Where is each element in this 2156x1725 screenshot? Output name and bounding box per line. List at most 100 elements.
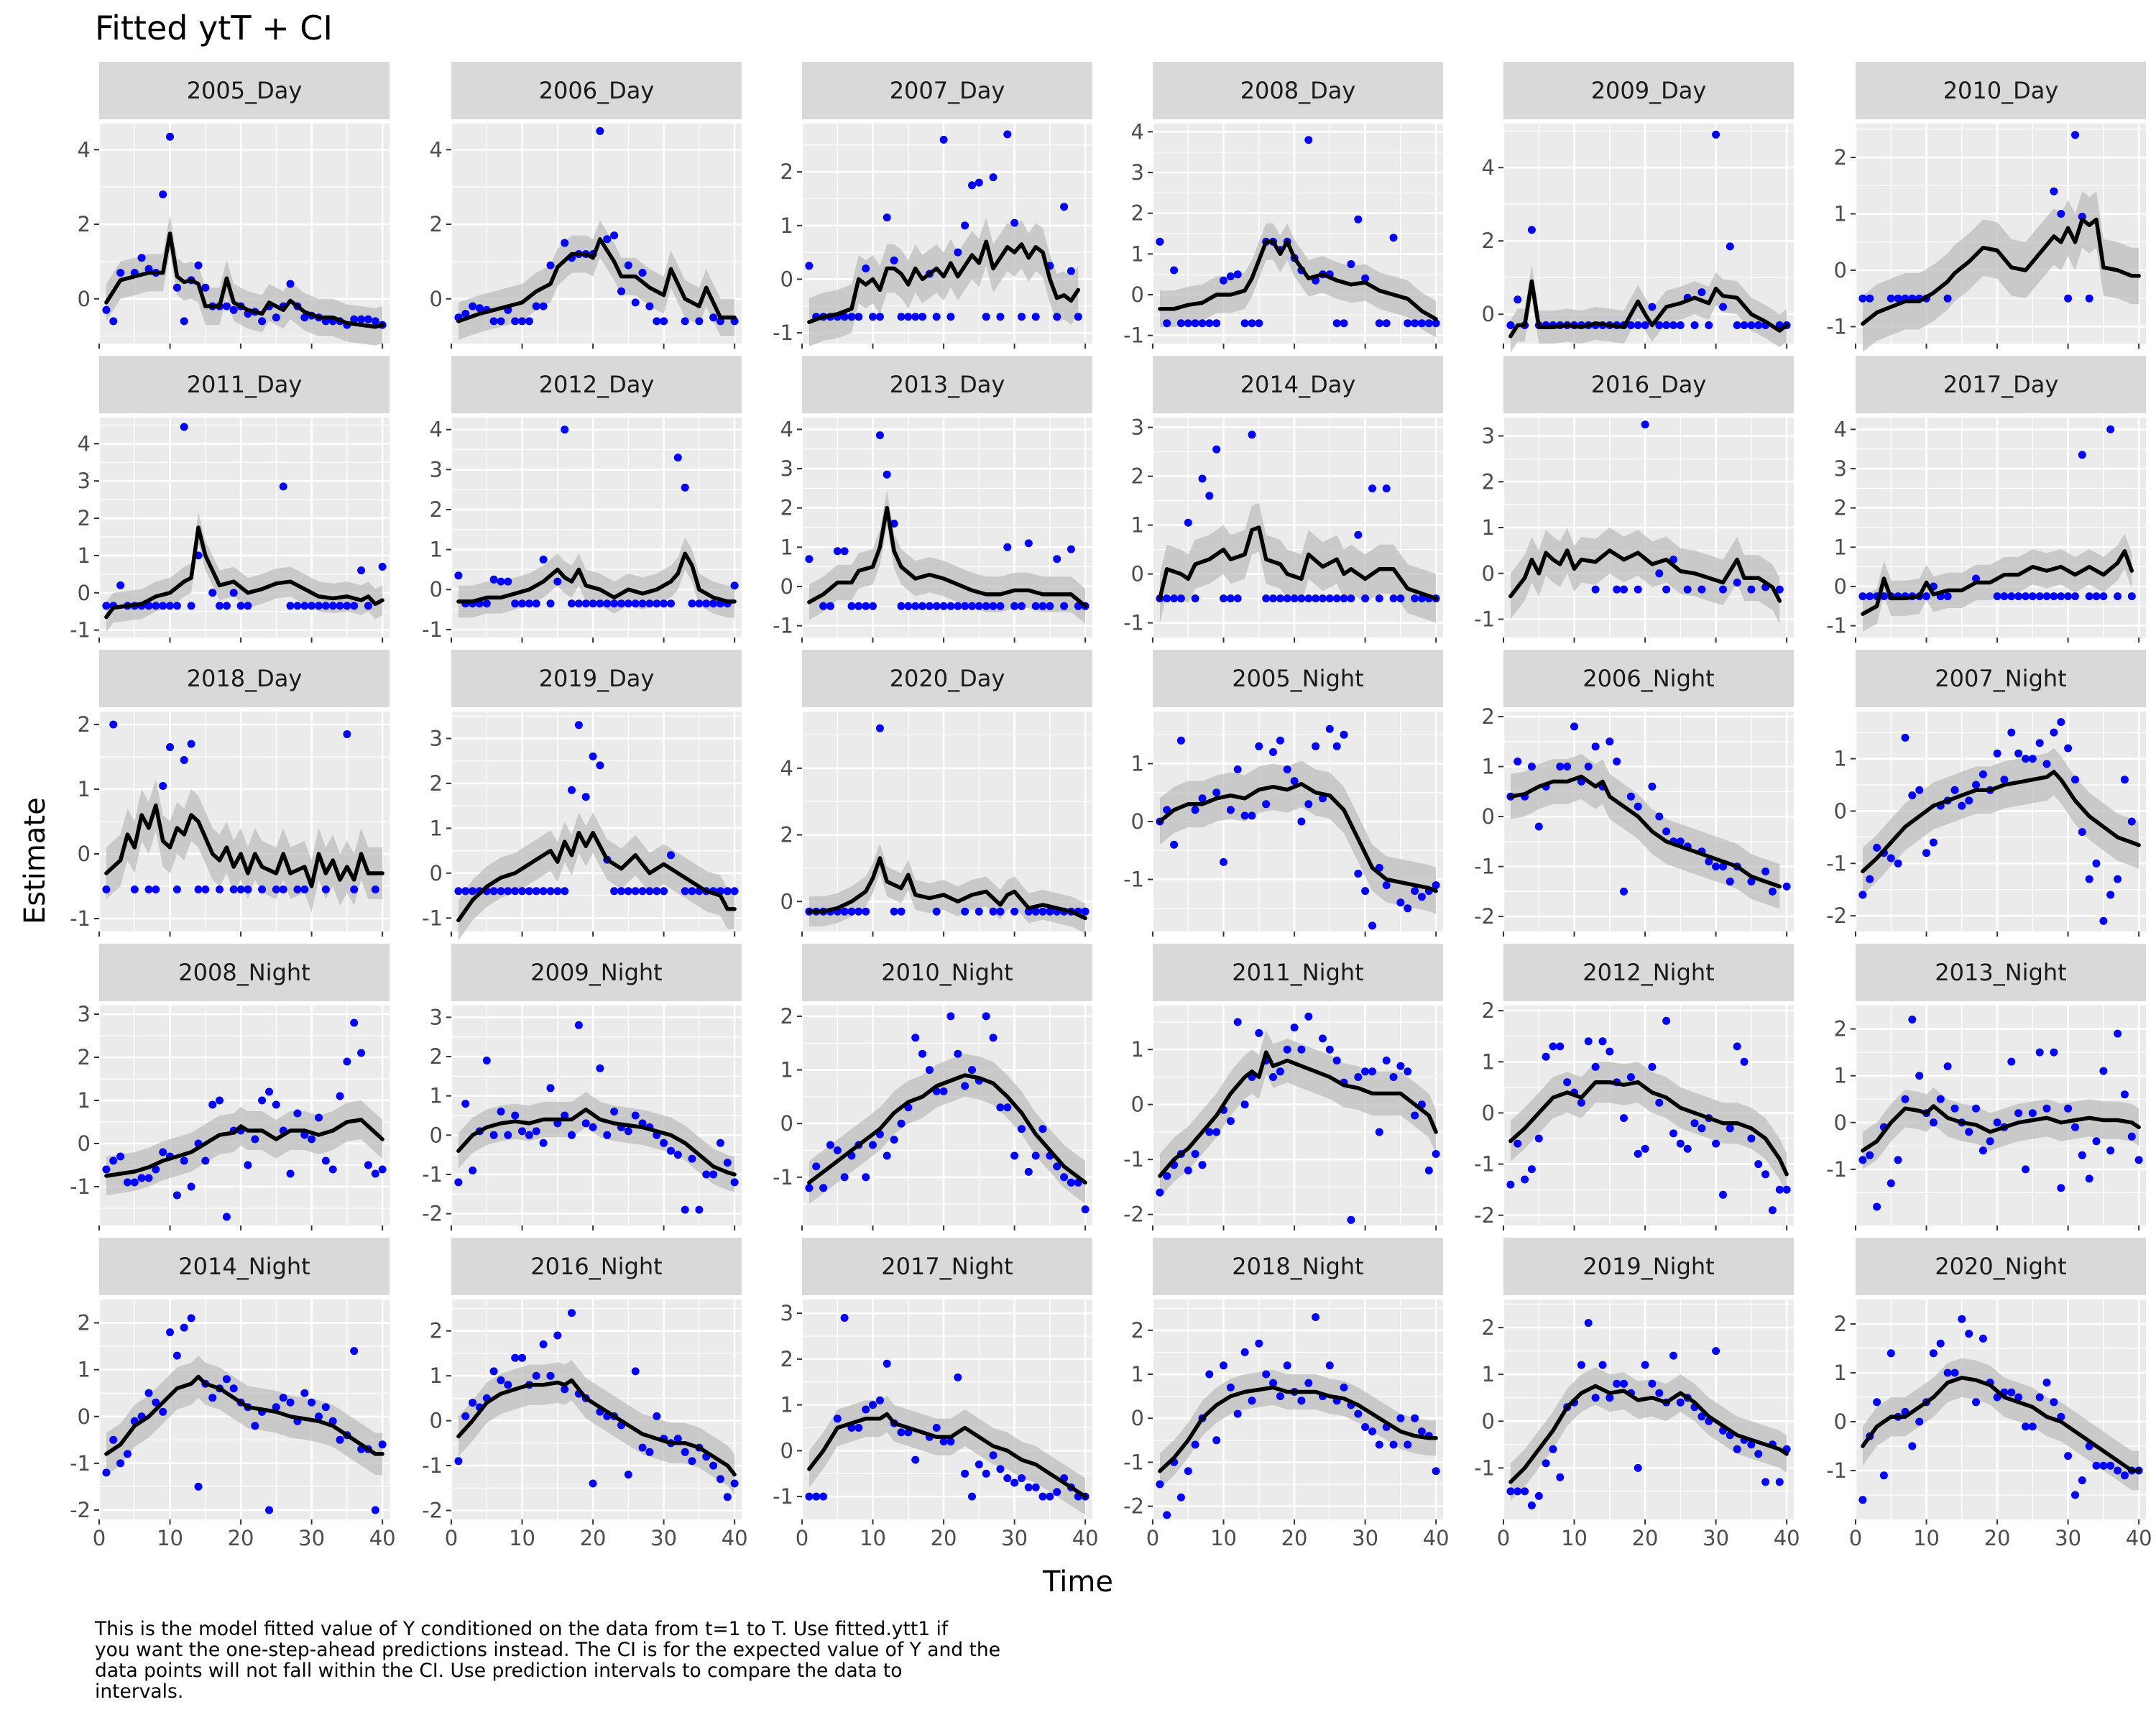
data-point	[2127, 1132, 2136, 1141]
data-point	[222, 602, 231, 610]
data-point	[2114, 1029, 2122, 1038]
y-tick-label: -1	[1826, 1458, 1847, 1483]
data-point	[172, 283, 181, 292]
data-point	[2071, 776, 2079, 784]
y-tick-label: 0	[780, 267, 793, 291]
data-point	[350, 886, 359, 893]
data-point	[109, 720, 118, 729]
data-point	[1556, 763, 1565, 770]
data-point	[469, 887, 477, 896]
y-tick-label: 2	[1834, 496, 1847, 520]
data-point	[1965, 1128, 1973, 1136]
data-point	[2071, 592, 2079, 601]
data-point	[688, 599, 696, 608]
data-point	[1563, 763, 1572, 770]
data-point	[819, 602, 828, 610]
y-tick-label: -1	[773, 1165, 793, 1190]
facet-strip-label: 2007_Day	[890, 77, 1005, 104]
data-point	[1396, 594, 1405, 603]
data-point	[1382, 484, 1391, 493]
data-point	[1908, 791, 1917, 800]
data-point	[1972, 1398, 1980, 1407]
data-point	[1584, 1037, 1593, 1046]
data-point	[1768, 887, 1777, 896]
data-point	[2000, 592, 2009, 601]
facet-panel: 2012_Night -2 -1 0 1 2	[1474, 944, 1794, 1230]
data-point	[258, 1096, 267, 1105]
data-point	[1549, 1042, 1557, 1051]
data-point	[854, 602, 863, 610]
facet-strip-label: 2017_Day	[1943, 371, 2059, 398]
data-point	[2028, 1422, 2037, 1431]
y-tick-label: 4	[1482, 155, 1495, 180]
data-point	[1858, 1496, 1867, 1504]
data-point	[1198, 1161, 1207, 1169]
data-point	[854, 313, 863, 321]
data-point	[709, 599, 718, 608]
data-point	[1354, 215, 1363, 224]
data-point	[1404, 904, 1412, 913]
data-point	[144, 1389, 153, 1397]
data-point	[1240, 1348, 1249, 1356]
facet-strip-label: 2018_Day	[187, 665, 303, 692]
y-tick-label: 3	[430, 457, 443, 482]
data-point	[1269, 594, 1277, 603]
data-point	[1922, 592, 1930, 601]
data-point	[336, 1435, 344, 1444]
facet-strip-label: 2019_Day	[539, 665, 655, 692]
facet-strip	[1856, 62, 2146, 119]
data-point	[539, 302, 548, 310]
data-point	[180, 317, 188, 326]
data-point	[2071, 1123, 2079, 1131]
data-point	[208, 589, 217, 597]
data-point	[1613, 758, 1621, 765]
data-point	[1978, 1146, 1987, 1155]
data-point	[1527, 1501, 1536, 1509]
x-tick-label: 10	[1561, 1526, 1588, 1550]
facet-strip-label: 2005_Night	[1232, 665, 1363, 692]
data-point	[1074, 313, 1082, 321]
data-point	[336, 1092, 344, 1100]
data-point	[1184, 319, 1192, 328]
data-point	[201, 283, 210, 292]
data-point	[187, 1314, 195, 1322]
data-point	[159, 602, 167, 610]
chart-title: Fitted ytT + CI	[95, 9, 333, 47]
y-tick-label: 2	[1482, 229, 1495, 253]
y-tick-label: 1	[1834, 1064, 1847, 1088]
data-point	[1332, 742, 1341, 750]
data-point	[1163, 594, 1171, 603]
data-point	[222, 1375, 231, 1384]
data-point	[1375, 319, 1383, 328]
data-point	[1591, 1062, 1600, 1071]
data-point	[932, 907, 941, 916]
data-point	[1943, 294, 1952, 303]
data-point	[1978, 770, 1987, 778]
data-point	[546, 1084, 555, 1092]
y-tick-label: 2	[1131, 464, 1144, 489]
fitted-line	[1861, 1104, 2141, 1153]
facet-strip	[99, 356, 390, 413]
data-point	[1943, 1368, 1952, 1377]
data-point	[1521, 1487, 1529, 1496]
data-point	[1347, 594, 1355, 603]
data-point	[497, 1376, 505, 1384]
data-point	[1719, 862, 1727, 871]
data-point	[2085, 592, 2093, 601]
y-tick-label: -1	[1123, 611, 1144, 635]
data-point	[350, 315, 359, 323]
data-point	[1205, 319, 1214, 328]
data-point	[159, 1148, 167, 1156]
y-tick-label: 0	[1131, 282, 1144, 307]
data-point	[862, 1173, 870, 1182]
data-point	[109, 1156, 118, 1165]
data-point	[1726, 242, 1734, 251]
data-point	[653, 887, 661, 896]
data-point	[1901, 733, 1909, 742]
data-point	[1634, 802, 1642, 811]
data-point	[102, 305, 111, 314]
facet-strip	[1153, 62, 1443, 119]
data-point	[1705, 321, 1713, 329]
data-point	[996, 907, 1005, 916]
